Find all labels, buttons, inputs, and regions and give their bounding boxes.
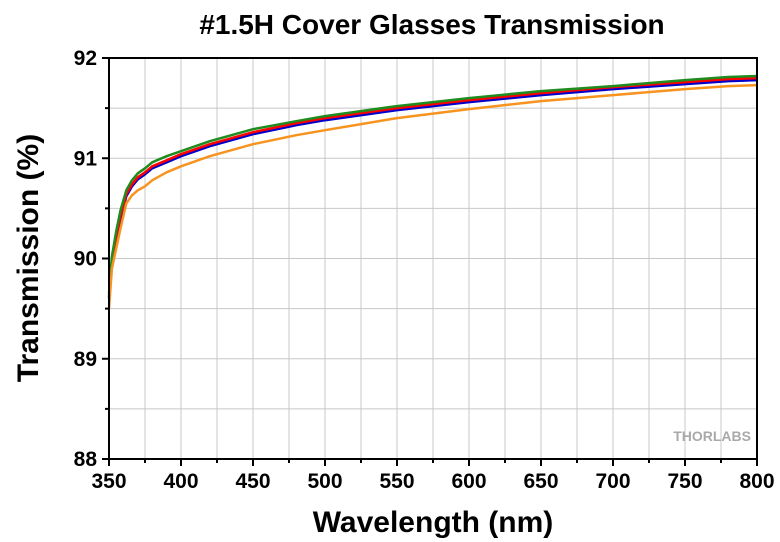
y-tick-label: 92 [74, 47, 97, 70]
thorlabs-watermark: THORLABS [673, 428, 751, 444]
grid [108, 57, 758, 460]
series-line-4 [107, 83, 758, 309]
x-tick-label: 750 [667, 470, 702, 493]
chart-title: #1.5H Cover Glasses Transmission [199, 9, 664, 40]
y-axis-title: Transmission (%) [12, 134, 45, 382]
x-tick-label: 350 [91, 470, 126, 493]
y-tick-label: 90 [74, 248, 97, 271]
x-tick-label: 500 [307, 470, 342, 493]
series-lines [107, 74, 758, 309]
y-tick-label: 91 [74, 147, 98, 170]
x-tick-label: 600 [451, 470, 486, 493]
series-line-3 [107, 74, 758, 294]
axis-ticks [102, 57, 758, 466]
x-axis-title: Wavelength (nm) [313, 506, 554, 539]
x-tick-label: 400 [163, 470, 198, 493]
x-tick-labels: 350 400 450 500 550 600 650 700 750 800 [91, 470, 774, 493]
y-tick-label: 88 [74, 448, 98, 471]
x-tick-label: 450 [235, 470, 270, 493]
y-tick-labels: 88 89 90 91 92 [74, 47, 98, 471]
x-tick-label: 800 [739, 470, 774, 493]
x-tick-label: 550 [379, 470, 414, 493]
x-tick-label: 650 [523, 470, 558, 493]
y-tick-label: 89 [74, 348, 97, 371]
x-tick-label: 700 [595, 470, 630, 493]
